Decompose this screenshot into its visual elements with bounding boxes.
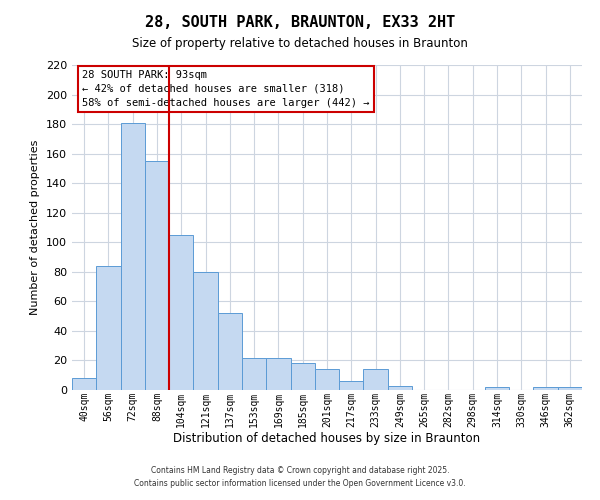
Bar xyxy=(388,386,412,390)
Bar xyxy=(218,313,242,390)
Bar xyxy=(315,370,339,390)
Text: 28, SOUTH PARK, BRAUNTON, EX33 2HT: 28, SOUTH PARK, BRAUNTON, EX33 2HT xyxy=(145,15,455,30)
Bar xyxy=(193,272,218,390)
Y-axis label: Number of detached properties: Number of detached properties xyxy=(31,140,40,315)
Bar xyxy=(364,370,388,390)
Bar xyxy=(242,358,266,390)
Bar xyxy=(145,161,169,390)
Bar xyxy=(290,364,315,390)
Bar xyxy=(485,387,509,390)
Text: Contains HM Land Registry data © Crown copyright and database right 2025.
Contai: Contains HM Land Registry data © Crown c… xyxy=(134,466,466,487)
Bar xyxy=(96,266,121,390)
Text: Size of property relative to detached houses in Braunton: Size of property relative to detached ho… xyxy=(132,38,468,51)
Bar xyxy=(121,122,145,390)
Bar xyxy=(169,235,193,390)
Bar xyxy=(558,387,582,390)
Bar xyxy=(72,378,96,390)
Bar xyxy=(339,381,364,390)
Text: 28 SOUTH PARK: 93sqm
← 42% of detached houses are smaller (318)
58% of semi-deta: 28 SOUTH PARK: 93sqm ← 42% of detached h… xyxy=(82,70,370,108)
Bar xyxy=(533,387,558,390)
Bar xyxy=(266,358,290,390)
X-axis label: Distribution of detached houses by size in Braunton: Distribution of detached houses by size … xyxy=(173,432,481,445)
